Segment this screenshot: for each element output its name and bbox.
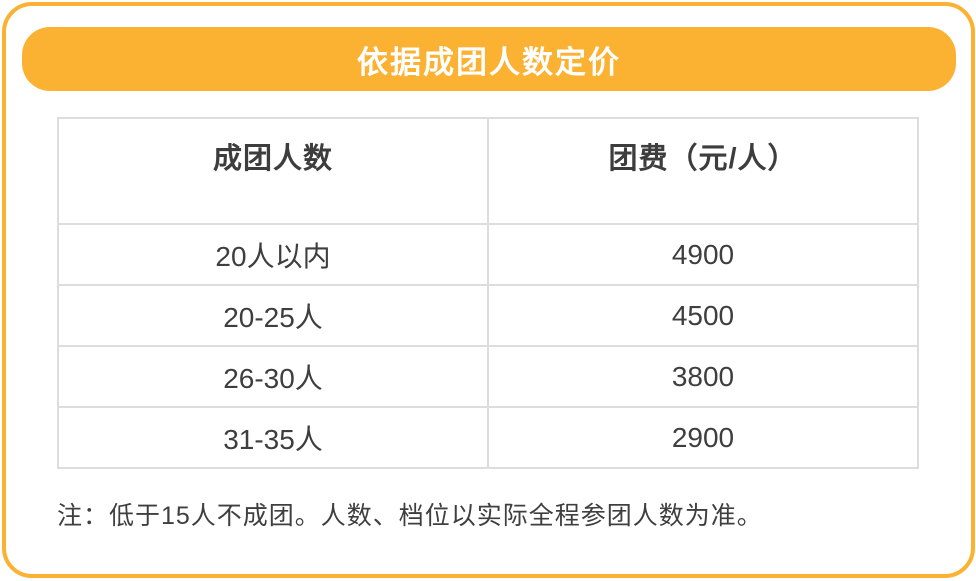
cell-fee: 4900 (487, 223, 919, 286)
table-row: 26-30人 3800 (57, 345, 919, 408)
cell-group-size: 26-30人 (57, 345, 489, 408)
page-title: 依据成团人数定价 (357, 44, 621, 80)
cell-fee: 2900 (487, 406, 919, 469)
table-header-row: 成团人数 团费（元/人） (57, 117, 919, 225)
table-row: 20-25人 4500 (57, 284, 919, 347)
column-header-fee: 团费（元/人） (487, 117, 919, 225)
cell-group-size: 20-25人 (57, 284, 489, 347)
pricing-table: 成团人数 团费（元/人） 20人以内 4900 20-25人 4500 26-3… (57, 117, 919, 469)
cell-group-size: 31-35人 (57, 406, 489, 469)
cell-fee: 4500 (487, 284, 919, 347)
table-row: 20人以内 4900 (57, 223, 919, 286)
cell-fee: 3800 (487, 345, 919, 408)
note-text: 注：低于15人不成团。人数、档位以实际全程参团人数为准。 (57, 502, 763, 530)
table-row: 31-35人 2900 (57, 406, 919, 469)
title-banner: 依据成团人数定价 (22, 27, 956, 91)
column-header-group-size: 成团人数 (57, 117, 489, 225)
cell-group-size: 20人以内 (57, 223, 489, 286)
